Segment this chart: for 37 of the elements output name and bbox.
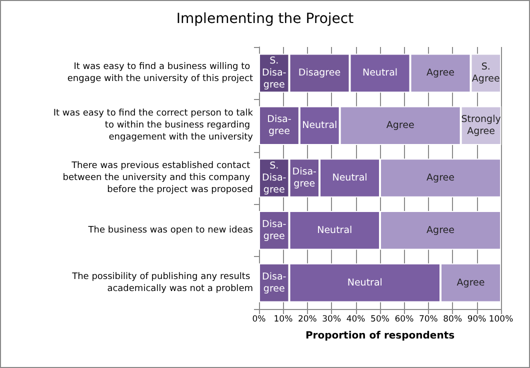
data-label: S. Disa- gree [262, 160, 286, 196]
x-axis-title: Proportion of respondents [305, 330, 455, 342]
chart-title: Implementing the Project [176, 11, 354, 27]
data-label: Disagree [298, 68, 341, 79]
x-tick-label: 100% [488, 314, 514, 324]
data-label: Agree [426, 68, 455, 79]
data-label: Neutral [317, 224, 352, 236]
x-tick-label: 10% [274, 314, 293, 324]
data-label: Agree [426, 172, 455, 184]
x-tick-label: 90% [467, 314, 486, 324]
data-label: Neutral [302, 120, 338, 132]
y-tick-label: There was previous established contact between the university and this company before the project was proposed [62, 161, 253, 195]
y-tick-label: It was easy to find a business willing to engage with the university of this project [67, 62, 254, 84]
data-label: Agree [456, 277, 485, 288]
x-tick-label: 20% [298, 314, 317, 324]
data-label: Disa- gree [292, 166, 316, 190]
data-label: S. Agree [472, 62, 500, 85]
x-tick-label: 40% [346, 314, 366, 324]
data-label: Strongly Agree [461, 114, 502, 138]
data-label: S. Disa- gree [262, 56, 286, 91]
data-label: Disa- gree [262, 218, 286, 242]
data-label: Disa- gree [262, 271, 286, 294]
data-label: Neutral [347, 277, 382, 288]
y-tick-label: The possibility of publishing any results academically was not a problem [71, 272, 253, 294]
data-label: Neutral [332, 172, 368, 184]
y-tick-label: The business was open to new ideas [87, 225, 254, 236]
x-tick-label: 0% [252, 314, 266, 324]
x-tick-label: 70% [418, 314, 438, 324]
data-label: Agree [386, 120, 414, 132]
data-label: Agree [426, 224, 455, 236]
x-tick-label: 30% [322, 314, 342, 324]
x-tick-label: 50% [370, 314, 390, 324]
data-label: Disa- gree [267, 114, 292, 138]
y-tick-label: It was easy to find the correct person to talk to within the business regarding engagement with the university [53, 108, 254, 143]
data-label: Neutral [362, 68, 398, 79]
x-tick-label: 60% [394, 314, 414, 324]
x-tick-label: 80% [443, 314, 462, 324]
